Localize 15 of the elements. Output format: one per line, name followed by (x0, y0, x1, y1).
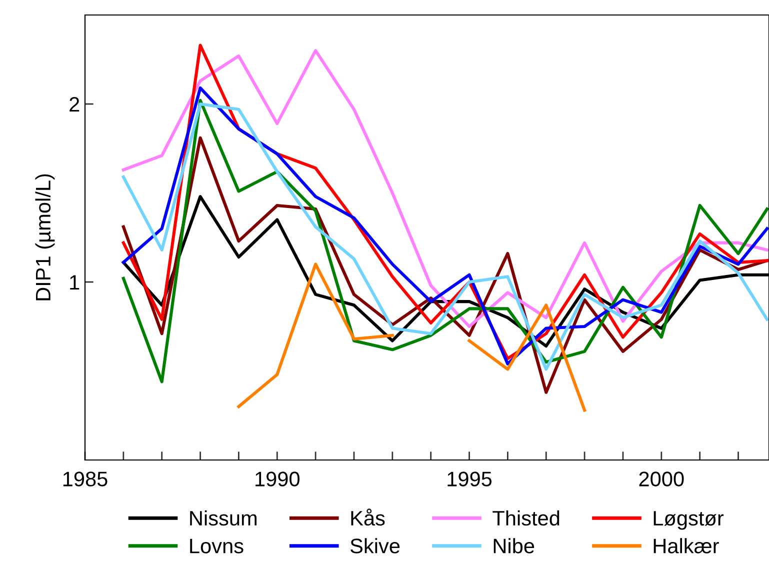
y-axis-title: DIP1 (µmol/L) (35, 174, 55, 300)
x-tick-label: 1990 (256, 472, 300, 486)
legend-label: Skive (350, 538, 400, 554)
y-tick-label: 2 (70, 97, 80, 112)
x-tick-label: 1985 (63, 472, 108, 486)
legend-label: Nibe (494, 538, 534, 554)
legend-label: Kås (351, 508, 385, 526)
legend-label: Nissum (190, 510, 257, 526)
legend-label: Halkær (654, 538, 719, 554)
legend-label: Thisted (492, 510, 560, 526)
legend-label: Lovns (190, 538, 244, 554)
legend-label: Løgstør (654, 511, 724, 530)
x-tick-label: 1995 (448, 472, 492, 486)
x-tick-label: 2000 (639, 472, 684, 486)
y-tick-label: 1 (70, 275, 80, 290)
